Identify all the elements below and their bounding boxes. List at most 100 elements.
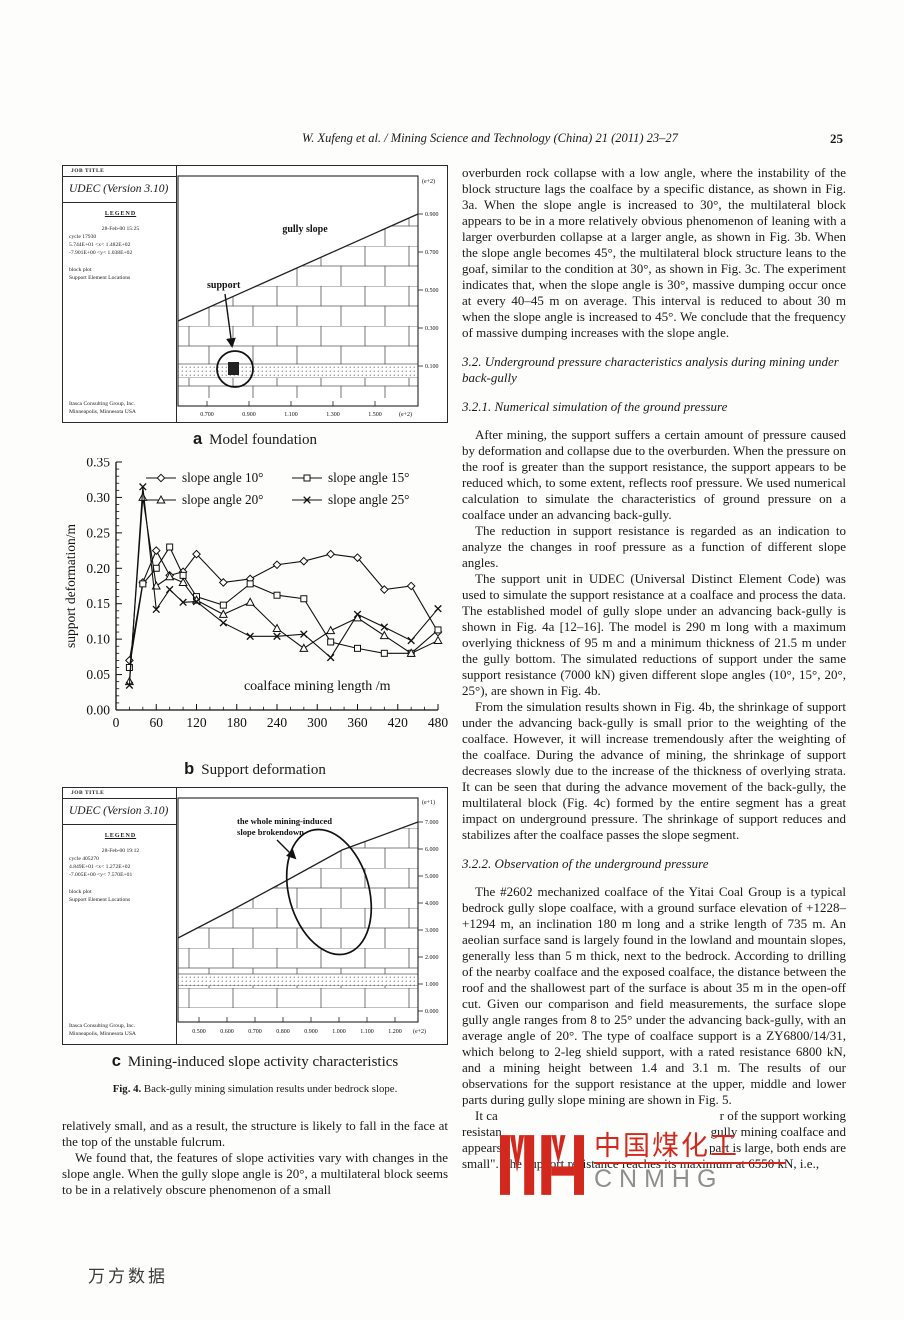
y-tick: 0.000 [425, 1009, 439, 1015]
legend-date: 28-Feb-00 15:25 [101, 226, 140, 232]
svg-text:0.25: 0.25 [86, 525, 110, 540]
figure-a-caption: a Model foundation [62, 430, 448, 449]
paragraph: The #2602 mechanized coalface of the Yit… [462, 884, 846, 1107]
floor-strata [178, 986, 418, 1008]
x-tick: 0.700 [248, 1029, 262, 1035]
svg-text:240: 240 [267, 715, 288, 730]
x-tick: 0.600 [220, 1029, 234, 1035]
page-number: 25 [830, 131, 843, 146]
legend-cycle: cycle 405270 [69, 856, 99, 862]
paragraph: overburden rock collapse with a low angl… [462, 165, 846, 340]
figure-c-udec-plot: JOB TITLE UDEC (Version 3.10) LEGEND 28-… [62, 787, 448, 1045]
y-tick: 2.000 [425, 955, 439, 961]
y-tick: 7.000 [425, 820, 439, 826]
figure-c-caption: c Mining-induced slope activity character… [62, 1052, 448, 1071]
svg-text:360: 360 [347, 715, 368, 730]
org-line1: Itasca Consulting Group, Inc. [69, 401, 136, 407]
header-citation: W. Xufeng et al. / Mining Science and Te… [302, 131, 678, 145]
section-heading-3-2: 3.2. Underground pressure characteristic… [462, 354, 839, 385]
svg-text:480: 480 [428, 715, 448, 730]
figure-c-drawing: the whole mining-induced slope brokendow… [177, 788, 447, 1044]
figure-a-legend: LEGEND 28-Feb-00 15:25 cycle 17930 5.744… [63, 203, 176, 422]
y-tick: 0.900 [425, 212, 439, 218]
svg-text:120: 120 [186, 715, 207, 730]
slope-surface-line [177, 821, 419, 939]
support-label: support [207, 280, 241, 291]
plot-frame [177, 797, 419, 1023]
cnmhg-watermark-text: 中国煤化工 CNMHG [594, 1131, 786, 1193]
legend-plot-type2: Support Element Locations [69, 897, 131, 903]
figure-b-chart: 0.00 0.05 0.10 0.15 0.20 0.25 0.30 0.35 0 60 120 18… [62, 455, 448, 759]
watermark-chinese-text: 中国煤化工 [594, 1131, 739, 1161]
svg-text:slope angle 20°: slope angle 20° [182, 492, 263, 507]
x-axis-label: coalface mining length /m [244, 679, 391, 694]
svg-text:0.15: 0.15 [86, 596, 110, 611]
chart-series-0 [125, 546, 443, 665]
y-tick: 0.100 [425, 364, 439, 370]
y-tick: 3.000 [425, 928, 439, 934]
obscured-text-line: resistan gully mining coalface and [462, 1124, 846, 1140]
chart-series-1 [125, 543, 442, 671]
figure-c-legend: LEGEND 28-Feb-00 19:12 cycle 405270 4.84… [63, 825, 176, 1044]
svg-text:180: 180 [227, 715, 248, 730]
cnmhg-logo-icon [500, 1135, 584, 1195]
gully-slope-line [177, 213, 419, 322]
gully-slope-label: gully slope [282, 224, 328, 235]
coal-seam-band [177, 363, 419, 379]
coal-seam-band [177, 973, 419, 987]
text-fragment: part is large, both ends are [709, 1140, 846, 1155]
svg-text:0.20: 0.20 [86, 561, 110, 576]
y-tick: 5.000 [425, 874, 439, 880]
chart-series-3 [125, 483, 442, 689]
caption-text: Model foundation [209, 432, 318, 448]
figure-c-legend-panel: JOB TITLE UDEC (Version 3.10) LEGEND 28-… [63, 788, 177, 1044]
svg-text:60: 60 [150, 715, 164, 730]
x-tick: 0.500 [192, 1029, 206, 1035]
caption-letter: a [192, 430, 203, 448]
right-column: overburden rock collapse with a low angl… [462, 165, 846, 1195]
y-tick: 0.500 [425, 288, 439, 294]
support-deformation-chart: 0.00 0.05 0.10 0.15 0.20 0.25 0.30 0.35 0 60 120 18… [63, 455, 448, 731]
paragraph: relatively small, and as a result, the s… [62, 1118, 448, 1149]
figure-a-udec-plot: JOB TITLE UDEC (Version 3.10) LEGEND 28-… [62, 165, 448, 423]
y-tick: 0.300 [425, 326, 439, 332]
obscured-text-line: It ca r of the support working [462, 1108, 846, 1124]
figure-4-text: Back-gully mining simulation results und… [143, 1083, 398, 1095]
x-tick: 1.500 [368, 412, 382, 418]
svg-text:slope angle 10°: slope angle 10° [182, 470, 263, 485]
paragraph: From the simulation results shown in Fig… [462, 699, 846, 842]
y-axis-label: support deformation/m [63, 523, 78, 648]
slope-strata [178, 214, 418, 364]
annotation-arrow [276, 839, 297, 860]
text-fragment: It ca [475, 1108, 498, 1123]
svg-text:0: 0 [113, 715, 120, 730]
caption-letter: c [111, 1052, 121, 1070]
legend-cycle: cycle 17930 [69, 234, 97, 240]
slope-strata [178, 822, 418, 974]
figure-a-drawing: support gully slope (e+2) 0.900 0.700 0.… [177, 166, 447, 422]
x-tick: 1.000 [332, 1029, 346, 1035]
left-column-text: relatively small, and as a result, the s… [62, 1118, 448, 1198]
figure-4-caption: Fig. 4. Back-gully mining simulation res… [62, 1083, 448, 1095]
y-tick: 1.000 [425, 982, 439, 988]
legend-y-range: -7.005E+00 <y< 7.570E+01 [69, 872, 133, 878]
support-circle [216, 350, 254, 388]
y-tick: 4.000 [425, 901, 439, 907]
plot-frame [177, 175, 419, 407]
legend-x-range: 4.849E+01 <x< 1.272E+02 [69, 864, 131, 870]
page-header: W. Xufeng et al. / Mining Science and Te… [0, 131, 904, 151]
udec-version-label: UDEC (Version 3.10) [63, 799, 176, 825]
x-tick: 0.800 [276, 1029, 290, 1035]
x-unit: (e+2) [399, 411, 412, 418]
annotation-line1: the whole mining-induced [237, 816, 332, 826]
caption-text: Support deformation [201, 762, 326, 778]
x-tick: 0.900 [304, 1029, 318, 1035]
svg-text:420: 420 [388, 715, 409, 730]
support-element [228, 362, 239, 375]
text-fragment: appears [462, 1140, 502, 1155]
legend-title: LEGEND [104, 833, 137, 839]
org-line2: Minneapolis, Minnesota USA [69, 409, 136, 415]
slope-activity-svg: the whole mining-induced slope brokendow… [177, 797, 439, 1035]
legend-y-range: -7.901E+00 <y< 1.038E+02 [69, 250, 133, 256]
cnmhg-watermark: 中国煤化工 CNMHG [500, 1131, 786, 1199]
